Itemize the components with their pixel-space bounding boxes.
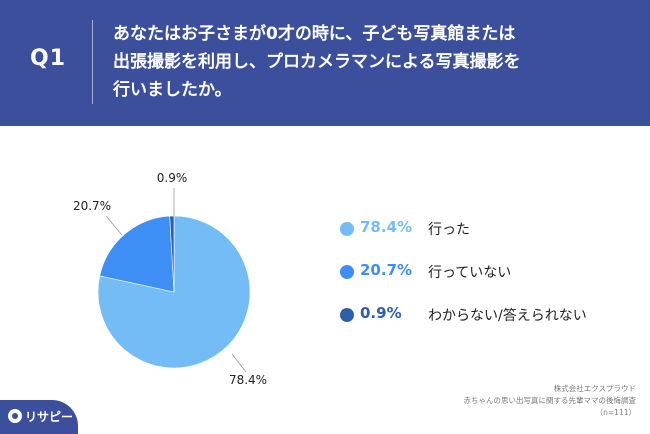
legend-label-unknown: わからない/答えられない [428,308,587,324]
pie-slice-went [97,215,251,369]
question-header: Q1 あなたはお子さまが0才の時に、子ども写真館または 出張撮影を利用し、プロカ… [0,0,650,122]
slice-label-unknown: 0.9% [157,171,188,185]
question-line-2: 出張撮影を利用し、プロカメラマンによる写真撮影を [113,52,521,72]
brand-logo-text: リサピー [25,410,74,424]
legend-pct-went: 78.4% [360,218,413,236]
brand-logo: リサピー [0,400,78,434]
question-line-3: 行いましたか。 [113,80,232,100]
question-number: Q1 [30,46,67,71]
slice-label-went: 78.4% [229,373,267,387]
source-survey: 赤ちゃんの思い出写真に関する先輩ママの後悔調査 [463,396,637,405]
legend-pct-unknown: 0.9% [360,304,402,322]
source-note: 株式会社エクスプラウド 赤ちゃんの思い出写真に関する先輩ママの後悔調査 （n=1… [464,383,637,419]
slice-label-did-not-go: 20.7% [73,199,111,213]
pie-chart: 78.4% 20.7% 0.9% [73,171,267,387]
question-text: あなたはお子さまが0才の時に、子ども写真館または 出張撮影を利用し、プロカメラマ… [113,20,633,104]
pie-slice-did-not-go [99,215,175,293]
legend-dot-did-not-go [340,265,354,279]
chart-panel: 78.4% 20.7% 0.9% 78.4% 行った 20.7% 行っていない 0.… [0,126,650,434]
legend-pct-did-not-go: 20.7% [360,261,413,279]
legend-dot-unknown [340,308,354,322]
legend-label-did-not-go: 行っていない [428,265,512,281]
header-divider [92,20,93,104]
source-sample-size: （n=111） [595,408,636,417]
brand-logo-icon [8,409,22,423]
legend-dot-went [340,222,354,236]
question-line-1: あなたはお子さまが0才の時に、子ども写真館または [113,24,516,44]
source-company: 株式会社エクスプラウド [553,384,636,393]
leader-line-did-not-go [105,215,123,236]
legend-label-went: 行った [428,222,470,238]
leader-line-went [231,353,247,373]
